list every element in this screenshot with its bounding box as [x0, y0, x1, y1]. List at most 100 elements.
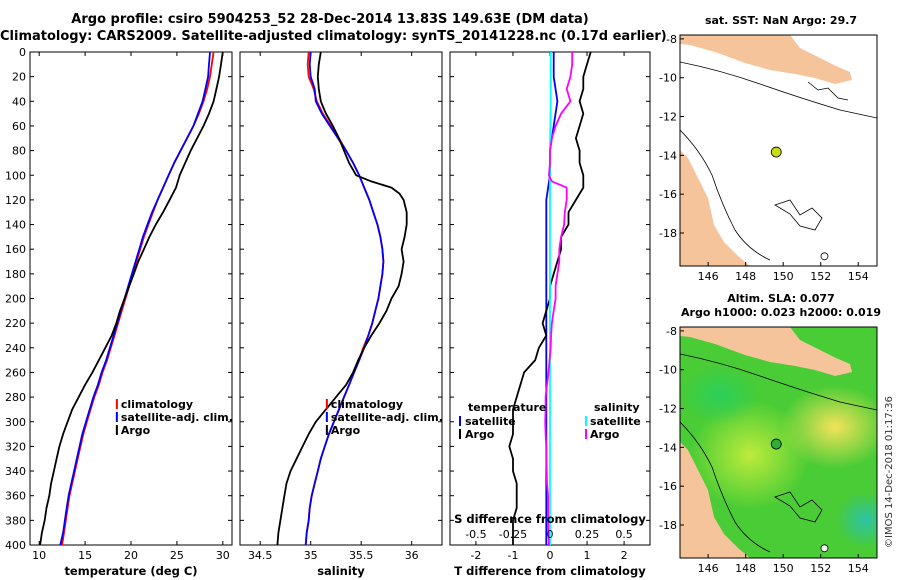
legend-label: satellite	[465, 415, 516, 428]
argo-float-marker	[770, 146, 782, 158]
map-y-tick-label: -16	[659, 480, 677, 493]
depth-tick-label: 240	[5, 342, 26, 355]
sla-bathymetry-contour-north	[680, 353, 877, 411]
depth-tick-label: 160	[5, 243, 26, 256]
sla-map: 146 148 150 152 154 -8 -10 -12 -14 -16 -18	[659, 325, 878, 575]
difference-profile-panel: -2 -1 0 1 2 T difference from climatology temp…	[449, 51, 651, 578]
depth-tick-label: 40	[12, 95, 26, 108]
legend-label: Argo	[331, 424, 361, 437]
depth-tick-label: 380	[5, 514, 26, 527]
sla-map-title-line-2: Argo h1000: 0.023 h2000: 0.019	[681, 306, 881, 319]
x-axis-label: salinity	[317, 564, 365, 578]
x-axis-label: temperature (deg C)	[64, 564, 197, 578]
depth-tick-label: 360	[5, 490, 26, 503]
x-tick-label: 0	[547, 549, 554, 562]
reference-marker	[820, 252, 829, 261]
depth-tick-label: 400	[5, 539, 26, 552]
map-x-tick-label: 150	[773, 562, 794, 575]
legend-label: climatology	[331, 398, 403, 411]
sst-island-chain	[807, 81, 849, 101]
reference-marker	[820, 544, 829, 553]
sla-map-frame	[679, 326, 878, 559]
legend-title-temperature: temperature	[468, 401, 546, 414]
sla-bathymetry-contour-west	[680, 421, 771, 553]
depth-tick-label: 20	[12, 71, 26, 84]
map-y-tick-label: -18	[659, 519, 677, 532]
depth-tick-label: 260	[5, 366, 26, 379]
sla-map-ticks: 146 148 150 152 154 -8 -10 -12 -14 -16 -18	[659, 325, 869, 575]
legend-label: Argo	[121, 424, 151, 437]
x-tick-label: -2	[470, 549, 481, 562]
depth-tick-label: 140	[5, 219, 26, 232]
map-y-tick-label: -14	[659, 149, 677, 162]
map-x-tick-label: 152	[810, 270, 831, 283]
sst-land-australia	[680, 150, 750, 266]
series-line-s-satellite	[549, 52, 552, 545]
map-y-tick-label: -14	[659, 441, 677, 454]
map-y-tick-label: -12	[659, 111, 677, 124]
depth-tick-label: 200	[5, 293, 26, 306]
chart-title-line-1: Argo profile: csiro 5904253_52 28-Dec-20…	[71, 12, 589, 27]
series-line-argo	[39, 51, 224, 546]
top-tick-label: 0.25	[575, 528, 600, 541]
depth-tick-label: 300	[5, 416, 26, 429]
depth-tick-label: 60	[12, 120, 26, 133]
sst-map-title: sat. SST: NaN Argo: 29.7	[704, 14, 858, 27]
sst-map: 146 148 150 152 154 -8 -10 -12 -14 -16 -18	[659, 33, 878, 283]
sst-land-new-guinea	[680, 35, 852, 84]
map-x-tick-label: 154	[848, 270, 869, 283]
sla-low-anomaly-patch	[680, 365, 760, 425]
panel-frame-0	[29, 51, 233, 546]
legend-label: Argo	[465, 428, 495, 441]
map-x-tick-label: 152	[810, 562, 831, 575]
legend-title-salinity: salinity	[594, 401, 640, 414]
depth-tick-label: 0	[19, 46, 26, 59]
panel-frame-1	[239, 51, 443, 546]
depth-tick-label: 320	[5, 440, 26, 453]
sst-map-markers	[770, 146, 829, 261]
top-tick-label: 0	[547, 528, 554, 541]
legend-label: climatology	[121, 398, 193, 411]
map-y-tick-label: -8	[666, 33, 677, 46]
sst-reef-contour	[774, 199, 823, 231]
legend-label: satellite-adj. clim.	[331, 411, 443, 424]
depth-tick-label: 180	[5, 268, 26, 281]
sla-reef-contour	[774, 491, 823, 523]
x-tick-label: 34.5	[248, 549, 273, 562]
top-tick-label: 0.5	[615, 528, 633, 541]
map-y-tick-label: -10	[659, 72, 677, 85]
x-tick-label: 36	[405, 549, 419, 562]
series-line-argo	[276, 51, 408, 546]
depth-tick-label: 120	[5, 194, 26, 207]
depth-tick-label: 80	[12, 145, 26, 158]
map-x-tick-label: 154	[848, 562, 869, 575]
map-y-tick-label: -12	[659, 403, 677, 416]
depth-tick-label: 220	[5, 317, 26, 330]
map-x-tick-label: 148	[735, 562, 756, 575]
sla-map-markers	[770, 438, 829, 553]
x-tick-label: 30	[216, 549, 230, 562]
chart-title-line-2: Climatology: CARS2009. Satellite-adjuste…	[0, 29, 667, 44]
temperature-profile-panel: 0 20 40 60 80 100 120 140 160 180 200 220 240 260 280 3…	[5, 46, 233, 578]
sla-land-australia	[680, 442, 750, 558]
top-tick-label: -0.5	[465, 528, 486, 541]
map-x-tick-label: 146	[698, 562, 719, 575]
x-tick-label: 1	[584, 549, 591, 562]
series-line-s-argo	[544, 52, 574, 546]
x-tick-label: 35	[304, 549, 318, 562]
x-tick-label: 25	[170, 549, 184, 562]
x-tick-label: 10	[32, 549, 46, 562]
map-x-tick-label: 150	[773, 270, 794, 283]
sst-map-frame	[679, 34, 878, 267]
top-tick-label: -0.25	[499, 528, 527, 541]
map-y-tick-label: -10	[659, 364, 677, 377]
sst-map-ticks: 146 148 150 152 154 -8 -10 -12 -14 -16 -18	[659, 33, 869, 283]
x-tick-label: 2	[621, 549, 628, 562]
sst-bathymetry-contour-west	[680, 129, 771, 261]
legend-label: Argo	[590, 428, 620, 441]
sla-mid-anomaly-patch	[690, 400, 810, 510]
legend-label: satellite-adj. clim.	[121, 411, 233, 424]
depth-tick-label: 280	[5, 391, 26, 404]
salinity-profile-panel: 34.5 35 35.5 36 salinity climatologysatellite…	[239, 51, 443, 578]
